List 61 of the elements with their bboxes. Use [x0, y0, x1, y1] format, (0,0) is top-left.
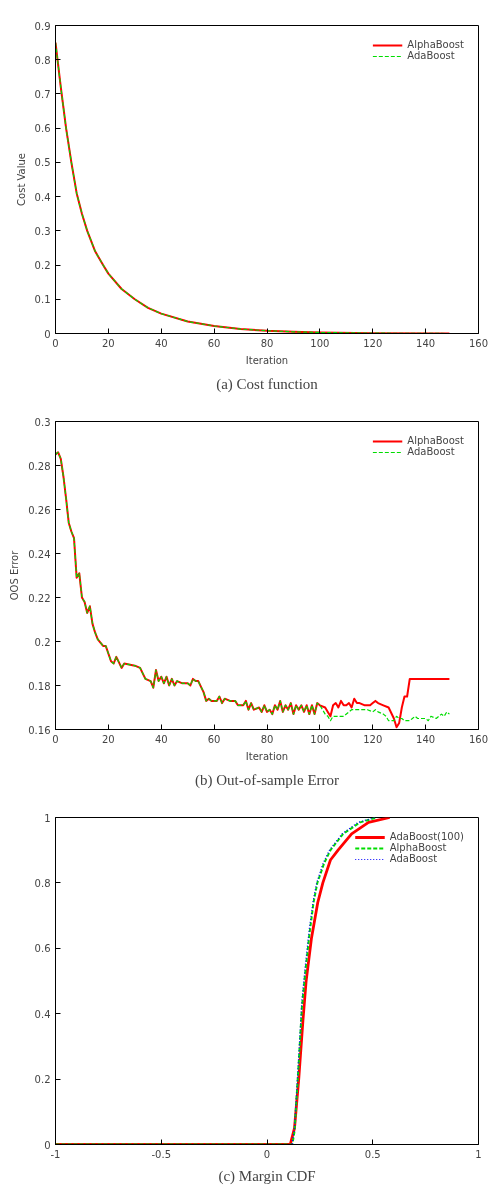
- x-tick-label: 0: [263, 1148, 271, 1160]
- x-tick-label: 120: [363, 733, 383, 745]
- x-tick-label: 20: [102, 733, 115, 745]
- x-axis-title: Iteration: [245, 354, 289, 366]
- legend-label: AdaBoost: [407, 446, 455, 457]
- x-tick-label: 0: [52, 337, 59, 349]
- y-tick-label: 0: [44, 328, 51, 340]
- x-tick-label: 100: [310, 337, 330, 349]
- y-tick-label: 0.28: [28, 460, 51, 472]
- y-tick-label: 0.26: [28, 504, 51, 516]
- y-tick-label: 0.3: [34, 416, 51, 428]
- x-tick-label: 60: [207, 337, 221, 349]
- y-tick-label: 0.2: [34, 260, 51, 272]
- x-tick-label: 80: [260, 337, 274, 349]
- legend-label: AdaBoost: [389, 853, 438, 864]
- y-tick-label: 0.4: [34, 191, 51, 203]
- legend-label: AdaBoost: [407, 50, 455, 61]
- legend-label: AlphaBoost: [389, 842, 447, 853]
- x-tick-label: -0.5: [151, 1148, 172, 1160]
- x-tick-label: 160: [468, 733, 489, 745]
- x-tick-label: 140: [416, 733, 436, 745]
- x-tick-label: 40: [154, 337, 168, 349]
- y-tick-label: 0.9: [34, 20, 51, 32]
- y-axis-title: Cost Value: [15, 153, 27, 206]
- text: (b) Out-of-sample Error: [194, 771, 340, 789]
- y-tick-label: 0.6: [34, 943, 51, 955]
- y-tick-label: 0.8: [34, 877, 51, 889]
- x-tick-label: 160: [468, 337, 489, 349]
- x-tick-label: 0: [52, 733, 59, 745]
- y-tick-label: 0.2: [34, 1074, 51, 1086]
- y-tick-label: 0: [44, 1139, 51, 1151]
- x-tick-label: 100: [310, 733, 330, 745]
- y-tick-label: 0.2: [34, 636, 51, 648]
- x-tick-label: 80: [260, 733, 274, 745]
- y-tick-label: 0.24: [28, 548, 51, 560]
- legend-label: AlphaBoost: [407, 39, 464, 50]
- y-tick-label: 1: [44, 812, 51, 824]
- text: (a) Cost function: [216, 375, 319, 393]
- legend-label: AlphaBoost: [407, 435, 464, 446]
- y-tick-label: 0.8: [34, 54, 51, 66]
- x-axis-title: Iteration: [245, 750, 289, 762]
- x-tick-label: 1: [475, 1148, 482, 1160]
- y-tick-label: 0.22: [28, 592, 51, 604]
- x-tick-label: 120: [363, 337, 383, 349]
- y-tick-label: 0.4: [34, 1008, 51, 1020]
- y-axis-title: OOS Error: [9, 549, 21, 601]
- y-tick-label: 0.16: [28, 724, 51, 736]
- text: (c) Margin CDF: [218, 1167, 316, 1185]
- y-tick-label: 0.6: [34, 123, 51, 135]
- x-tick-label: 0.5: [364, 1148, 381, 1160]
- y-tick-label: 0.5: [34, 157, 51, 169]
- legend-label: AdaBoost(100): [389, 831, 464, 842]
- y-tick-label: 0.18: [28, 680, 51, 692]
- x-tick-label: 60: [207, 733, 221, 745]
- y-tick-label: 0.1: [34, 294, 51, 306]
- x-tick-label: -1: [50, 1148, 61, 1160]
- y-tick-label: 0.7: [34, 88, 51, 100]
- x-tick-label: 20: [102, 337, 115, 349]
- y-tick-label: 0.3: [34, 225, 51, 237]
- x-tick-label: 40: [154, 733, 168, 745]
- x-tick-label: 140: [416, 337, 436, 349]
